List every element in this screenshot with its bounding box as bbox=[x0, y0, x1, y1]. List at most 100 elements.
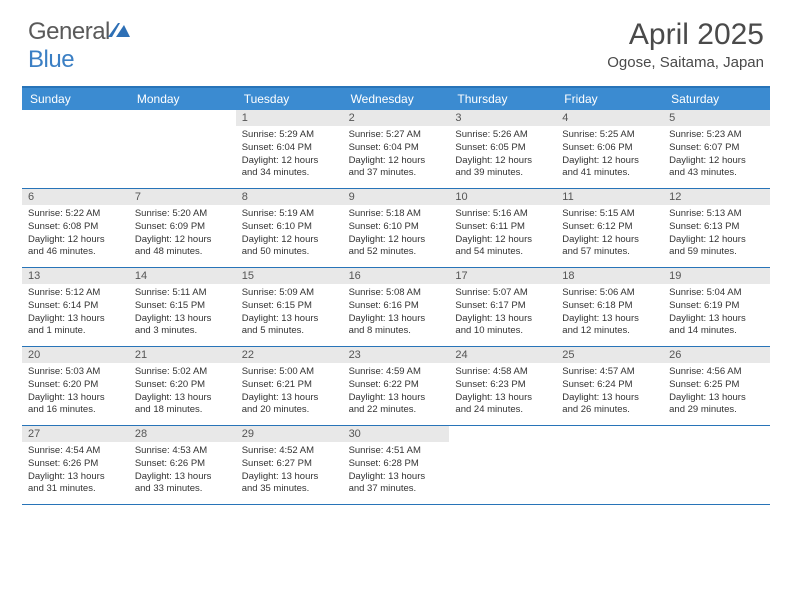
day-content: Sunrise: 4:53 AMSunset: 6:26 PMDaylight:… bbox=[129, 442, 236, 500]
day-cell: 26Sunrise: 4:56 AMSunset: 6:25 PMDayligh… bbox=[663, 347, 770, 425]
day-number: 28 bbox=[129, 426, 236, 442]
day-content: Sunrise: 5:27 AMSunset: 6:04 PMDaylight:… bbox=[343, 126, 450, 184]
day-header-thursday: Thursday bbox=[449, 88, 556, 110]
empty-cell bbox=[129, 110, 236, 188]
day-number: 12 bbox=[663, 189, 770, 205]
day-content: Sunrise: 5:29 AMSunset: 6:04 PMDaylight:… bbox=[236, 126, 343, 184]
day-header-tuesday: Tuesday bbox=[236, 88, 343, 110]
day-header-wednesday: Wednesday bbox=[343, 88, 450, 110]
day-number: 11 bbox=[556, 189, 663, 205]
day-number: 16 bbox=[343, 268, 450, 284]
day-number: 1 bbox=[236, 110, 343, 126]
day-cell: 23Sunrise: 4:59 AMSunset: 6:22 PMDayligh… bbox=[343, 347, 450, 425]
day-cell: 3Sunrise: 5:26 AMSunset: 6:05 PMDaylight… bbox=[449, 110, 556, 188]
day-cell: 5Sunrise: 5:23 AMSunset: 6:07 PMDaylight… bbox=[663, 110, 770, 188]
logo-word-blue: Blue bbox=[28, 46, 74, 73]
day-cell: 30Sunrise: 4:51 AMSunset: 6:28 PMDayligh… bbox=[343, 426, 450, 504]
day-number: 25 bbox=[556, 347, 663, 363]
day-cell: 19Sunrise: 5:04 AMSunset: 6:19 PMDayligh… bbox=[663, 268, 770, 346]
day-header-friday: Friday bbox=[556, 88, 663, 110]
week-row: 6Sunrise: 5:22 AMSunset: 6:08 PMDaylight… bbox=[22, 189, 770, 268]
day-content: Sunrise: 4:52 AMSunset: 6:27 PMDaylight:… bbox=[236, 442, 343, 500]
day-cell: 25Sunrise: 4:57 AMSunset: 6:24 PMDayligh… bbox=[556, 347, 663, 425]
day-number: 10 bbox=[449, 189, 556, 205]
day-content: Sunrise: 4:59 AMSunset: 6:22 PMDaylight:… bbox=[343, 363, 450, 421]
day-content: Sunrise: 4:51 AMSunset: 6:28 PMDaylight:… bbox=[343, 442, 450, 500]
day-content: Sunrise: 5:06 AMSunset: 6:18 PMDaylight:… bbox=[556, 284, 663, 342]
day-number: 24 bbox=[449, 347, 556, 363]
day-content: Sunrise: 5:12 AMSunset: 6:14 PMDaylight:… bbox=[22, 284, 129, 342]
week-row: 20Sunrise: 5:03 AMSunset: 6:20 PMDayligh… bbox=[22, 347, 770, 426]
day-number: 13 bbox=[22, 268, 129, 284]
empty-cell bbox=[663, 426, 770, 504]
day-number: 5 bbox=[663, 110, 770, 126]
day-number: 21 bbox=[129, 347, 236, 363]
day-number: 26 bbox=[663, 347, 770, 363]
empty-cell bbox=[449, 426, 556, 504]
calendar: SundayMondayTuesdayWednesdayThursdayFrid… bbox=[22, 86, 770, 505]
empty-cell bbox=[556, 426, 663, 504]
day-content: Sunrise: 4:56 AMSunset: 6:25 PMDaylight:… bbox=[663, 363, 770, 421]
week-row: 13Sunrise: 5:12 AMSunset: 6:14 PMDayligh… bbox=[22, 268, 770, 347]
day-cell: 12Sunrise: 5:13 AMSunset: 6:13 PMDayligh… bbox=[663, 189, 770, 267]
day-content: Sunrise: 5:03 AMSunset: 6:20 PMDaylight:… bbox=[22, 363, 129, 421]
day-number: 29 bbox=[236, 426, 343, 442]
day-content: Sunrise: 5:09 AMSunset: 6:15 PMDaylight:… bbox=[236, 284, 343, 342]
day-content: Sunrise: 4:57 AMSunset: 6:24 PMDaylight:… bbox=[556, 363, 663, 421]
day-cell: 28Sunrise: 4:53 AMSunset: 6:26 PMDayligh… bbox=[129, 426, 236, 504]
day-number: 30 bbox=[343, 426, 450, 442]
day-content: Sunrise: 5:08 AMSunset: 6:16 PMDaylight:… bbox=[343, 284, 450, 342]
day-cell: 22Sunrise: 5:00 AMSunset: 6:21 PMDayligh… bbox=[236, 347, 343, 425]
day-number: 27 bbox=[22, 426, 129, 442]
day-cell: 4Sunrise: 5:25 AMSunset: 6:06 PMDaylight… bbox=[556, 110, 663, 188]
empty-cell bbox=[22, 110, 129, 188]
day-number: 20 bbox=[22, 347, 129, 363]
day-content: Sunrise: 4:54 AMSunset: 6:26 PMDaylight:… bbox=[22, 442, 129, 500]
day-content: Sunrise: 5:00 AMSunset: 6:21 PMDaylight:… bbox=[236, 363, 343, 421]
day-content: Sunrise: 5:13 AMSunset: 6:13 PMDaylight:… bbox=[663, 205, 770, 263]
day-cell: 14Sunrise: 5:11 AMSunset: 6:15 PMDayligh… bbox=[129, 268, 236, 346]
day-cell: 2Sunrise: 5:27 AMSunset: 6:04 PMDaylight… bbox=[343, 110, 450, 188]
day-cell: 24Sunrise: 4:58 AMSunset: 6:23 PMDayligh… bbox=[449, 347, 556, 425]
day-content: Sunrise: 5:15 AMSunset: 6:12 PMDaylight:… bbox=[556, 205, 663, 263]
day-cell: 16Sunrise: 5:08 AMSunset: 6:16 PMDayligh… bbox=[343, 268, 450, 346]
day-content: Sunrise: 5:02 AMSunset: 6:20 PMDaylight:… bbox=[129, 363, 236, 421]
day-content: Sunrise: 5:23 AMSunset: 6:07 PMDaylight:… bbox=[663, 126, 770, 184]
day-cell: 11Sunrise: 5:15 AMSunset: 6:12 PMDayligh… bbox=[556, 189, 663, 267]
day-cell: 18Sunrise: 5:06 AMSunset: 6:18 PMDayligh… bbox=[556, 268, 663, 346]
logo-text: GeneralBlue bbox=[28, 18, 130, 74]
day-content: Sunrise: 5:18 AMSunset: 6:10 PMDaylight:… bbox=[343, 205, 450, 263]
day-content: Sunrise: 5:16 AMSunset: 6:11 PMDaylight:… bbox=[449, 205, 556, 263]
day-number: 19 bbox=[663, 268, 770, 284]
day-content: Sunrise: 5:04 AMSunset: 6:19 PMDaylight:… bbox=[663, 284, 770, 342]
day-content: Sunrise: 4:58 AMSunset: 6:23 PMDaylight:… bbox=[449, 363, 556, 421]
day-header-row: SundayMondayTuesdayWednesdayThursdayFrid… bbox=[22, 88, 770, 110]
day-cell: 29Sunrise: 4:52 AMSunset: 6:27 PMDayligh… bbox=[236, 426, 343, 504]
day-cell: 21Sunrise: 5:02 AMSunset: 6:20 PMDayligh… bbox=[129, 347, 236, 425]
day-number: 7 bbox=[129, 189, 236, 205]
day-cell: 15Sunrise: 5:09 AMSunset: 6:15 PMDayligh… bbox=[236, 268, 343, 346]
day-content: Sunrise: 5:20 AMSunset: 6:09 PMDaylight:… bbox=[129, 205, 236, 263]
day-number: 8 bbox=[236, 189, 343, 205]
day-content: Sunrise: 5:11 AMSunset: 6:15 PMDaylight:… bbox=[129, 284, 236, 342]
day-cell: 6Sunrise: 5:22 AMSunset: 6:08 PMDaylight… bbox=[22, 189, 129, 267]
week-row: 1Sunrise: 5:29 AMSunset: 6:04 PMDaylight… bbox=[22, 110, 770, 189]
day-content: Sunrise: 5:22 AMSunset: 6:08 PMDaylight:… bbox=[22, 205, 129, 263]
day-cell: 17Sunrise: 5:07 AMSunset: 6:17 PMDayligh… bbox=[449, 268, 556, 346]
day-content: Sunrise: 5:25 AMSunset: 6:06 PMDaylight:… bbox=[556, 126, 663, 184]
day-number: 17 bbox=[449, 268, 556, 284]
day-number: 18 bbox=[556, 268, 663, 284]
day-cell: 7Sunrise: 5:20 AMSunset: 6:09 PMDaylight… bbox=[129, 189, 236, 267]
day-number: 6 bbox=[22, 189, 129, 205]
day-header-monday: Monday bbox=[129, 88, 236, 110]
week-row: 27Sunrise: 4:54 AMSunset: 6:26 PMDayligh… bbox=[22, 426, 770, 505]
logo-icon bbox=[110, 18, 130, 45]
day-number: 22 bbox=[236, 347, 343, 363]
day-content: Sunrise: 5:07 AMSunset: 6:17 PMDaylight:… bbox=[449, 284, 556, 342]
day-number: 15 bbox=[236, 268, 343, 284]
day-cell: 27Sunrise: 4:54 AMSunset: 6:26 PMDayligh… bbox=[22, 426, 129, 504]
day-cell: 1Sunrise: 5:29 AMSunset: 6:04 PMDaylight… bbox=[236, 110, 343, 188]
day-cell: 8Sunrise: 5:19 AMSunset: 6:10 PMDaylight… bbox=[236, 189, 343, 267]
day-cell: 13Sunrise: 5:12 AMSunset: 6:14 PMDayligh… bbox=[22, 268, 129, 346]
day-content: Sunrise: 5:19 AMSunset: 6:10 PMDaylight:… bbox=[236, 205, 343, 263]
